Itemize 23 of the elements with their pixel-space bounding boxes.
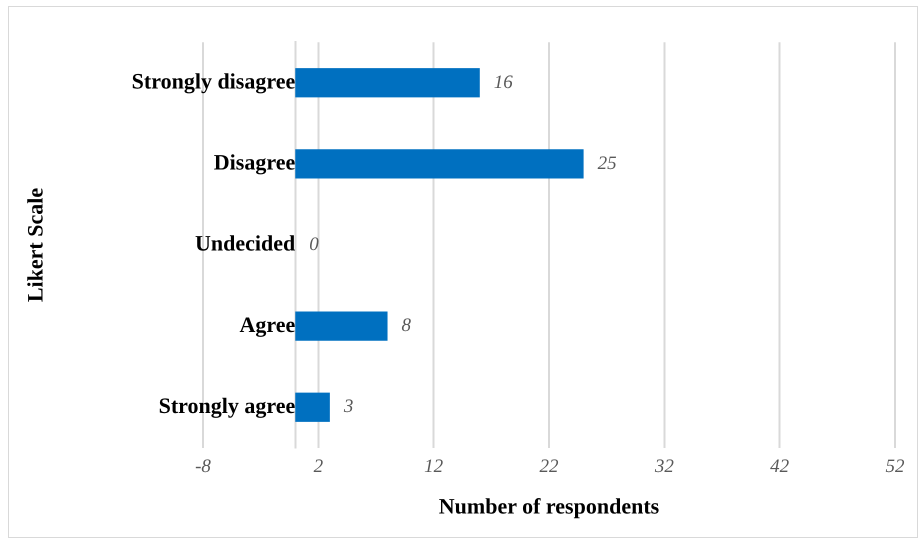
y-axis-title: Likert Scale bbox=[22, 188, 48, 302]
bar bbox=[295, 149, 584, 178]
y-tick-label: Undecided bbox=[195, 230, 296, 256]
data-label: 3 bbox=[342, 396, 354, 418]
x-axis-title: Number of respondents bbox=[438, 493, 660, 518]
y-tick-label: Strongly disagree bbox=[132, 68, 296, 94]
y-tick-label: Agree bbox=[239, 312, 296, 337]
data-label: 0 bbox=[309, 234, 320, 255]
data-label: 8 bbox=[402, 315, 412, 336]
x-tick-label: 12 bbox=[424, 456, 444, 478]
x-tick-label: 52 bbox=[886, 456, 905, 478]
bar bbox=[295, 312, 388, 341]
y-tick-label: Disagree bbox=[214, 150, 296, 175]
x-tick-label: -8 bbox=[195, 456, 212, 478]
data-label: 16 bbox=[494, 72, 514, 93]
bar bbox=[295, 392, 330, 422]
x-tick-label: 22 bbox=[540, 456, 559, 478]
bar bbox=[295, 68, 480, 98]
data-label: 25 bbox=[598, 152, 617, 174]
x-tick-label: 42 bbox=[770, 456, 790, 478]
x-tick-label: 2 bbox=[314, 456, 324, 478]
y-tick-label: Strongly agree bbox=[158, 392, 296, 418]
x-tick-label: 32 bbox=[654, 456, 674, 478]
